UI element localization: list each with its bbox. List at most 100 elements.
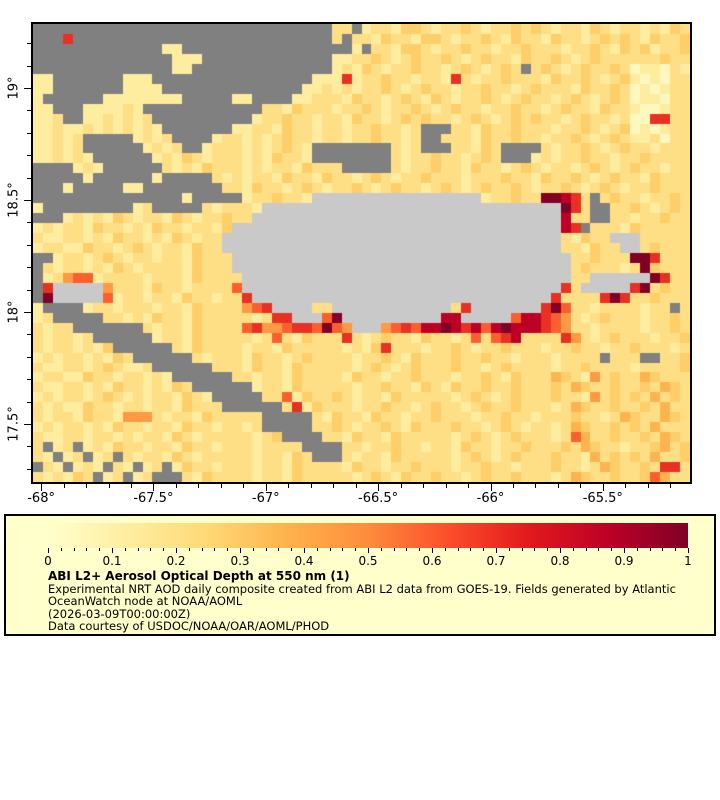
colorbar-major-tick: [432, 548, 433, 553]
x-minor-tick: [86, 484, 87, 488]
x-minor-tick: [310, 484, 312, 488]
colorbar-minor-tick: [393, 548, 395, 551]
y-tick-label: 19°: [6, 76, 22, 100]
colorbar-minor-tick: [137, 548, 139, 551]
colorbar-minor-tick: [419, 548, 421, 551]
y-major-tick: [24, 312, 31, 313]
colorbar-minor-tick: [86, 548, 88, 551]
colorbar-minor-tick: [316, 548, 318, 551]
y-tick-label: 18.5°: [6, 182, 22, 218]
colorbar-major-tick: [496, 548, 497, 553]
colorbar-minor-tick: [380, 548, 382, 551]
colorbar-major-tick: [624, 548, 625, 553]
colorbar-minor-tick: [73, 548, 75, 551]
colorbar-major-tick: [176, 548, 177, 553]
x-minor-tick: [400, 484, 402, 488]
legend-credit: Data courtesy of USDOC/NOAA/OAR/AOML/PHO…: [48, 619, 330, 634]
y-minor-tick: [27, 379, 31, 381]
colorbar-major-tick: [48, 548, 49, 553]
colorbar-tick-label: 0.6: [422, 554, 442, 568]
y-minor-tick: [27, 155, 31, 157]
colorbar-minor-tick: [163, 548, 165, 551]
colorbar-minor-tick: [508, 548, 510, 551]
y-minor-tick: [27, 177, 31, 179]
x-major-tick: [153, 484, 155, 491]
colorbar-minor-tick: [675, 548, 677, 551]
colorbar-tick-label: 0.9: [614, 554, 634, 568]
colorbar-minor-tick: [457, 548, 459, 551]
x-major-tick: [265, 484, 267, 491]
colorbar-minor-tick: [329, 548, 331, 551]
legend-description-line2: OceanWatch node at NOAA/AOML: [48, 594, 243, 609]
colorbar-minor-tick: [483, 548, 485, 551]
y-minor-tick: [27, 267, 31, 269]
colorbar-tick-label: 0.8: [550, 554, 570, 568]
x-minor-tick: [131, 484, 132, 488]
x-major-tick: [490, 484, 492, 491]
colorbar-minor-tick: [649, 548, 651, 551]
colorbar-tick-label: 0.7: [486, 554, 506, 568]
colorbar-minor-tick: [572, 548, 574, 551]
y-minor-tick: [27, 401, 31, 403]
colorbar-minor-tick: [547, 548, 549, 551]
x-minor-tick: [333, 484, 335, 488]
colorbar-minor-tick: [342, 548, 344, 551]
legend-panel: 0 0.1 0.2 0.3 0.4 0.5 0.6 0.7 0.8 0.9 1 ABI L2+ Ae…: [4, 514, 716, 636]
x-major-tick: [41, 484, 43, 491]
x-minor-tick: [468, 484, 469, 488]
legend-title: ABI L2+ Aerosol Optical Depth at 550 nm …: [48, 569, 350, 583]
colorbar-minor-tick: [201, 548, 203, 551]
y-minor-tick: [27, 289, 31, 291]
y-tick-label: 17.5°: [6, 406, 22, 442]
colorbar-minor-tick: [265, 548, 267, 551]
legend-timestamp: (2026-03-09T00:00:00Z): [48, 606, 191, 621]
colorbar-tick-label: 0.5: [358, 554, 378, 568]
colorbar-minor-tick: [99, 548, 101, 551]
colorbar-tick-label: 0: [44, 554, 52, 568]
colorbar-minor-tick: [150, 548, 152, 551]
x-minor-tick: [175, 484, 177, 488]
y-major-tick: [24, 424, 31, 425]
x-minor-tick: [580, 484, 582, 488]
colorbar-major-tick: [368, 548, 369, 553]
colorbar-minor-tick: [598, 548, 600, 551]
legend-text-block: ABI L2+ Aerosol Optical Depth at 550 nm …: [48, 570, 698, 633]
colorbar-major-tick: [688, 548, 689, 553]
map-frame: [31, 22, 692, 484]
colorbar-minor-tick: [355, 548, 357, 551]
x-minor-tick: [355, 484, 357, 488]
colorbar-tick-label: 1: [684, 554, 692, 568]
y-minor-tick: [27, 356, 31, 358]
colorbar-minor-tick: [636, 548, 638, 551]
x-tick-label: -67.5°: [133, 491, 174, 506]
colorbar-minor-tick: [406, 548, 408, 551]
y-minor-tick: [27, 468, 31, 470]
colorbar-minor-tick: [534, 548, 536, 551]
colorbar-major-tick: [240, 548, 241, 553]
colorbar-minor-tick: [662, 548, 664, 551]
x-tick-label: -68°: [27, 491, 55, 506]
colorbar-minor-tick: [585, 548, 587, 551]
x-minor-tick: [423, 484, 425, 488]
y-minor-tick: [27, 222, 31, 224]
colorbar-tick-label: 0.3: [230, 554, 250, 568]
x-minor-tick: [63, 484, 65, 488]
colorbar-minor-tick: [214, 548, 216, 551]
x-tick-label: -65.5°: [582, 491, 623, 506]
x-tick-label: -66.5°: [358, 491, 399, 506]
x-minor-tick: [647, 484, 649, 488]
x-minor-tick: [625, 484, 627, 488]
y-minor-tick: [27, 446, 31, 448]
colorbar-minor-tick: [227, 548, 229, 551]
x-minor-tick: [512, 484, 514, 488]
x-tick-label: -67°: [251, 491, 280, 506]
y-major-tick: [24, 88, 31, 90]
colorbar-minor-tick: [252, 548, 254, 551]
colorbar-minor-tick: [611, 548, 613, 551]
y-minor-tick: [27, 43, 31, 45]
colorbar-minor-tick: [444, 548, 446, 551]
colorbar-minor-tick: [521, 548, 523, 551]
y-minor-tick: [27, 110, 31, 112]
x-minor-tick: [243, 484, 245, 488]
y-minor-tick: [27, 132, 31, 134]
